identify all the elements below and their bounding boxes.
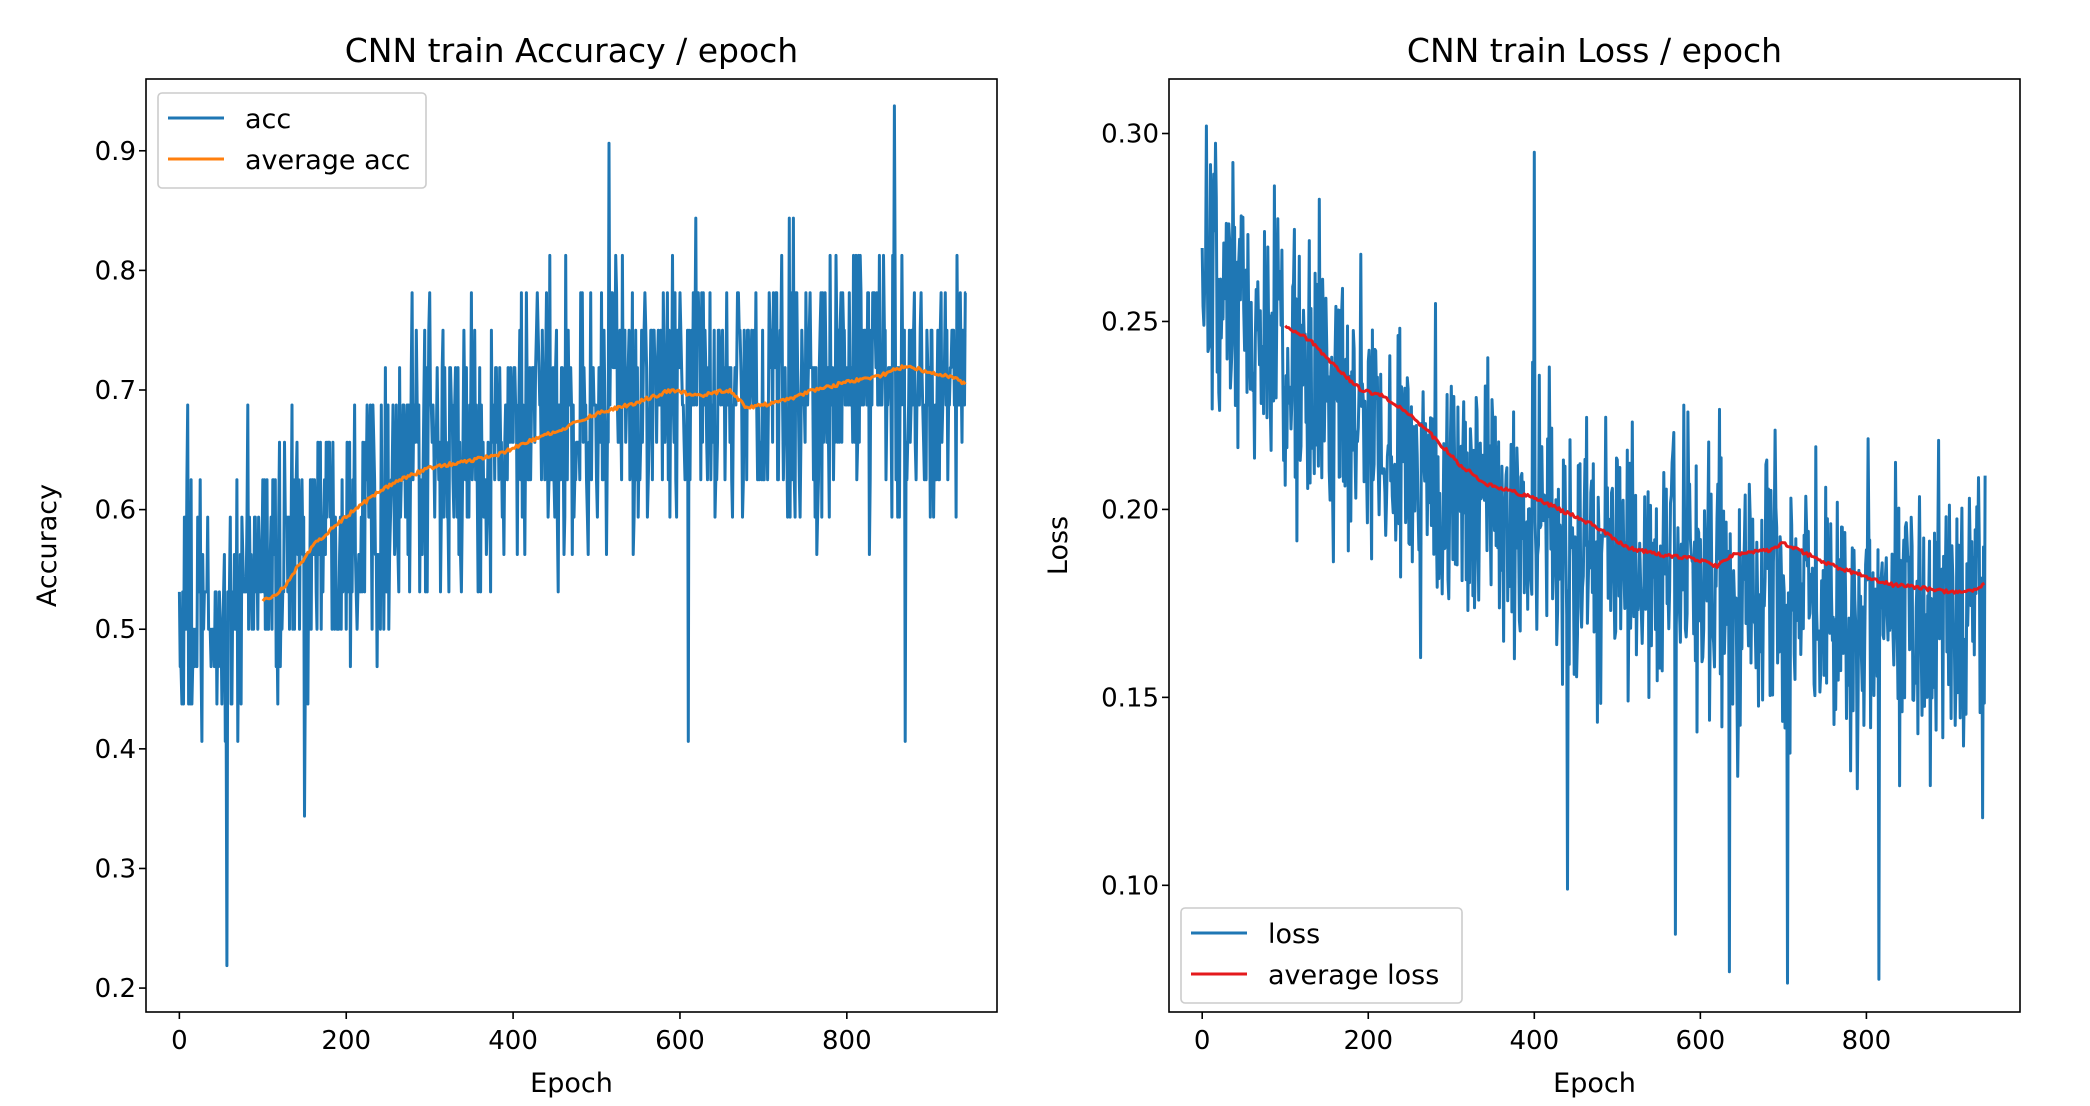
loss-y-axis-label: Loss [1043, 516, 1074, 575]
loss-x-tick-label: 200 [1343, 1026, 1393, 1056]
loss-x-tick-label: 0 [1194, 1026, 1211, 1056]
loss-axes-frame [1168, 78, 2021, 1013]
acc-x-tick-label: 600 [655, 1026, 705, 1056]
acc-y-tick-label: 0.8 [95, 256, 136, 286]
acc-legend: acc average acc [157, 92, 427, 189]
loss-y-tick-label: 0.10 [1101, 871, 1159, 901]
loss-chart-title: CNN train Loss / epoch [1407, 31, 1782, 70]
acc-chart-title: CNN train Accuracy / epoch [345, 31, 798, 70]
loss-y-tick-label: 0.15 [1101, 683, 1159, 713]
acc-y-tick-label: 0.4 [95, 735, 136, 765]
loss-legend-box [1180, 907, 1463, 1004]
acc-y-tick-label: 0.5 [95, 615, 136, 645]
acc-x-tick-label: 200 [321, 1026, 371, 1056]
loss-series-loss-line [1200, 124, 1987, 985]
acc-y-tick-label: 0.3 [95, 854, 136, 884]
loss-x-tick-label: 400 [1509, 1026, 1559, 1056]
acc-series-average-acc-line [261, 364, 967, 603]
loss-x-axis-label: Epoch [1553, 1068, 1636, 1099]
acc-y-axis-label: Accuracy [32, 484, 63, 607]
acc-axes-frame [145, 78, 998, 1013]
acc-y-tick-label: 0.6 [95, 496, 136, 526]
acc-x-tick-label: 400 [488, 1026, 538, 1056]
acc-y-tick-label: 0.2 [95, 974, 136, 1004]
loss-y-tick-label: 0.20 [1101, 495, 1159, 525]
acc-legend-label: acc [245, 104, 291, 135]
loss-y-tick-label: 0.30 [1101, 120, 1159, 150]
loss-x-tick-label: 600 [1676, 1026, 1726, 1056]
accuracy-chart-panel: CNN train Accuracy / epoch 0 200 400 600 800 0… [32, 31, 998, 1099]
acc-x-tick-label: 0 [171, 1026, 188, 1056]
acc-y-tick-label: 0.7 [95, 376, 136, 406]
acc-legend-box [157, 92, 427, 189]
loss-x-tick-label: 800 [1842, 1026, 1892, 1056]
acc-series-acc-line [177, 104, 967, 968]
acc-y-tick-label: 0.9 [95, 137, 136, 167]
acc-legend-label: average acc [245, 145, 410, 176]
loss-legend-label: average loss [1268, 960, 1439, 991]
loss-chart-panel: CNN train Loss / epoch 0 200 400 600 800 0.10 0… [1043, 31, 2021, 1099]
acc-x-axis-label: Epoch [530, 1068, 613, 1099]
loss-legend-label: loss [1268, 919, 1320, 950]
acc-x-tick-label: 800 [822, 1026, 872, 1056]
loss-legend: loss average loss [1180, 907, 1463, 1004]
loss-y-tick-label: 0.25 [1101, 307, 1159, 337]
loss-series-average-loss-line [1284, 324, 1986, 595]
